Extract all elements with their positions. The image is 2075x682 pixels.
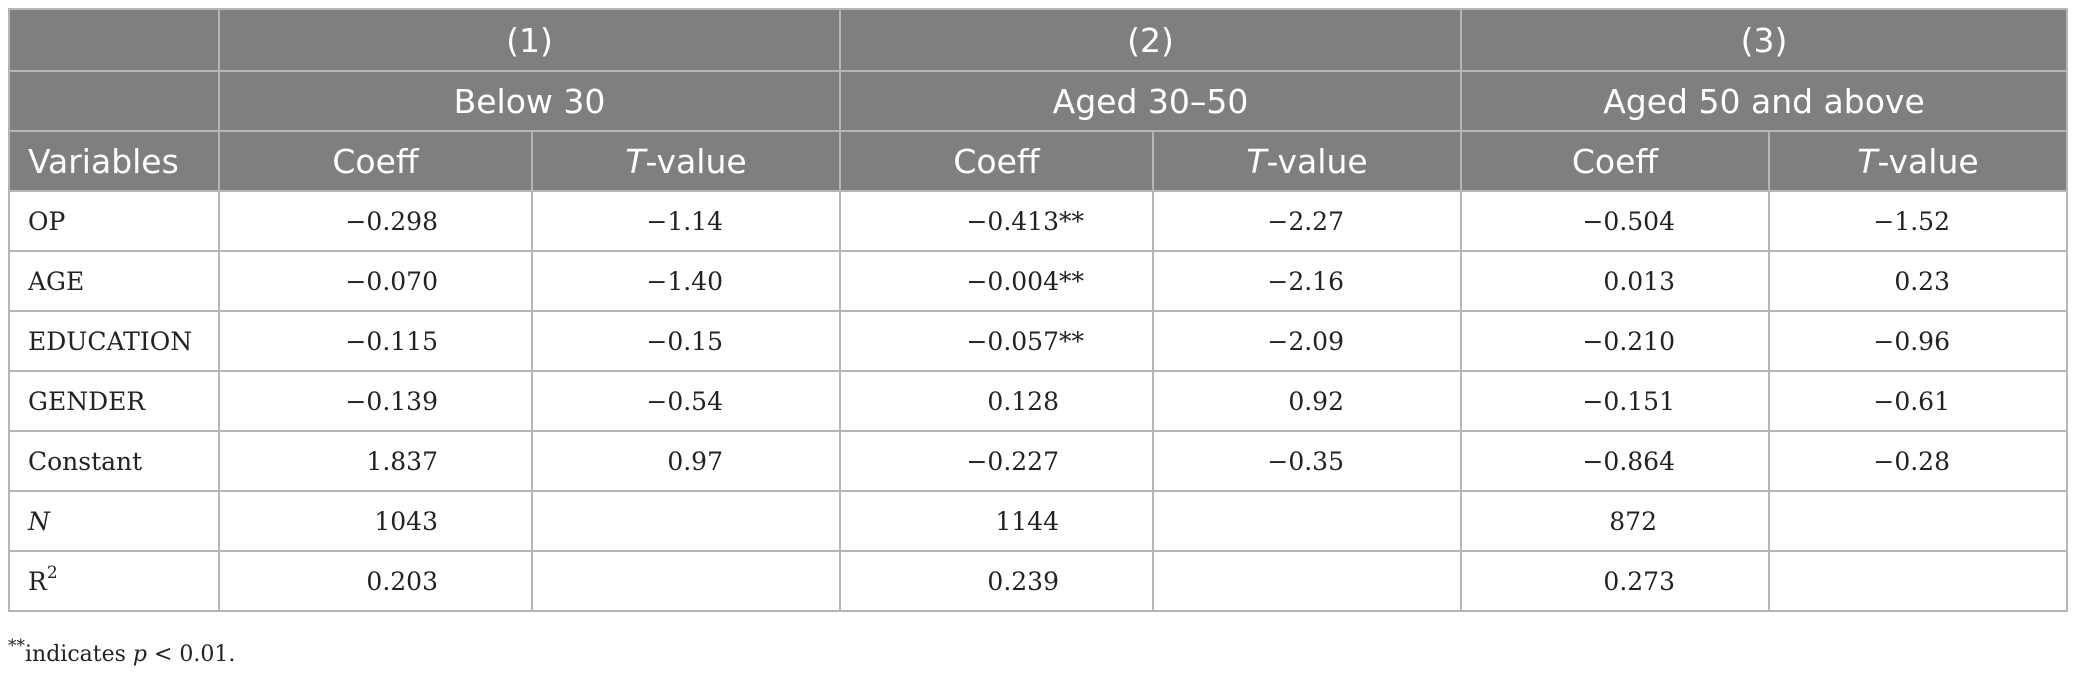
coeff-cell: 0.013 [1460, 250, 1770, 312]
footnote-p: p [132, 642, 147, 667]
regression-table: (1) (2) (3) Below 30 Aged 30–50 Aged 50 … [8, 8, 2068, 612]
column-label-row: Variables Coeff T-value Coeff T-value Co… [8, 130, 2068, 192]
coeff-cell: −0.210 [1460, 310, 1770, 372]
header-empty-cell [8, 8, 220, 72]
tvalue-cell: −0.54 [531, 370, 841, 432]
n-cell: 872 [1460, 490, 1770, 552]
table-body: OP −0.298 −1.14 −0.413** −2.27 −0.504 −1… [8, 190, 2068, 612]
table-row: AGE −0.070 −1.40 −0.004** −2.16 0.013 0.… [8, 250, 2068, 312]
tvalue-header-rest: -value [645, 141, 747, 181]
tvalue-header-rest: -value [1266, 141, 1368, 181]
group-below-30-header: Below 30 [218, 70, 841, 132]
r2-cell: 0.239 [839, 550, 1154, 612]
empty-cell [1152, 490, 1462, 552]
row-label: OP [8, 190, 220, 252]
coeff-cell: 1.837 [218, 430, 533, 492]
table-footnote: **indicates p < 0.01. [8, 637, 236, 667]
tvalue-cell: 0.97 [531, 430, 841, 492]
variables-header: Variables [8, 130, 220, 192]
group-30-50-header: Aged 30–50 [839, 70, 1462, 132]
model-1-header: (1) [218, 8, 841, 72]
empty-cell [531, 550, 841, 612]
r2-cell: 0.273 [1460, 550, 1770, 612]
coeff-cell: −0.504 [1460, 190, 1770, 252]
coeff-cell: −0.070 [218, 250, 533, 312]
r2-label: R2 [8, 550, 220, 612]
tvalue-cell: −0.28 [1768, 430, 2068, 492]
table-row: Constant 1.837 0.97 −0.227 −0.35 −0.864 … [8, 430, 2068, 492]
coeff-cell: −0.139 [218, 370, 533, 432]
coeff-header-2: Coeff [839, 130, 1154, 192]
tvalue-header-3: T-value [1768, 130, 2068, 192]
tvalue-header-italic: T [1246, 141, 1267, 181]
table-row: EDUCATION −0.115 −0.15 −0.057** −2.09 −0… [8, 310, 2068, 372]
empty-cell [1768, 490, 2068, 552]
tvalue-cell: −1.14 [531, 190, 841, 252]
tvalue-cell: −0.96 [1768, 310, 2068, 372]
table-header: (1) (2) (3) Below 30 Aged 30–50 Aged 50 … [8, 8, 2068, 192]
footnote-text-1: indicates [25, 642, 133, 667]
r2-label-base: R [28, 566, 47, 596]
coeff-cell: −0.115 [218, 310, 533, 372]
r2-cell: 0.203 [218, 550, 533, 612]
tvalue-header-italic: T [625, 141, 646, 181]
model-2-header: (2) [839, 8, 1462, 72]
coeff-cell: −0.057** [839, 310, 1154, 372]
tvalue-cell: −2.16 [1152, 250, 1462, 312]
row-label: EDUCATION [8, 310, 220, 372]
row-label: AGE [8, 250, 220, 312]
footnote-stars: ** [8, 635, 25, 656]
tvalue-cell: −0.61 [1768, 370, 2068, 432]
coeff-cell: −0.151 [1460, 370, 1770, 432]
group-50-above-header: Aged 50 and above [1460, 70, 2068, 132]
row-label: Constant [8, 430, 220, 492]
tvalue-header-rest: -value [1877, 141, 1979, 181]
empty-cell [1768, 550, 2068, 612]
model-number-row: (1) (2) (3) [8, 8, 2068, 72]
tvalue-header-2: T-value [1152, 130, 1462, 192]
tvalue-header-1: T-value [531, 130, 841, 192]
coeff-header-1: Coeff [218, 130, 533, 192]
tvalue-cell: −0.35 [1152, 430, 1462, 492]
model-3-header: (3) [1460, 8, 2068, 72]
footnote-text-2: < 0.01. [147, 642, 236, 667]
tvalue-cell: 0.23 [1768, 250, 2068, 312]
coeff-cell: 0.128 [839, 370, 1154, 432]
n-cell: 1043 [218, 490, 533, 552]
tvalue-cell: −1.52 [1768, 190, 2068, 252]
tvalue-cell: −0.15 [531, 310, 841, 372]
coeff-cell: −0.864 [1460, 430, 1770, 492]
coeff-cell: −0.004** [839, 250, 1154, 312]
row-label: GENDER [8, 370, 220, 432]
coeff-cell: −0.413** [839, 190, 1154, 252]
header-empty-cell [8, 70, 220, 132]
r2-label-superscript: 2 [46, 563, 58, 584]
empty-cell [531, 490, 841, 552]
n-cell: 1144 [839, 490, 1154, 552]
tvalue-header-italic: T [1857, 141, 1878, 181]
n-label: N [8, 490, 220, 552]
empty-cell [1152, 550, 1462, 612]
group-row: Below 30 Aged 30–50 Aged 50 and above [8, 70, 2068, 132]
table-row: OP −0.298 −1.14 −0.413** −2.27 −0.504 −1… [8, 190, 2068, 252]
n-row: N 1043 1144 872 [8, 490, 2068, 552]
regression-table-container: (1) (2) (3) Below 30 Aged 30–50 Aged 50 … [8, 8, 2068, 612]
tvalue-cell: −2.27 [1152, 190, 1462, 252]
coeff-cell: −0.227 [839, 430, 1154, 492]
coeff-header-3: Coeff [1460, 130, 1770, 192]
tvalue-cell: −1.40 [531, 250, 841, 312]
tvalue-cell: −2.09 [1152, 310, 1462, 372]
tvalue-cell: 0.92 [1152, 370, 1462, 432]
table-row: GENDER −0.139 −0.54 0.128 0.92 −0.151 −0… [8, 370, 2068, 432]
r2-row: R2 0.203 0.239 0.273 [8, 550, 2068, 612]
coeff-cell: −0.298 [218, 190, 533, 252]
